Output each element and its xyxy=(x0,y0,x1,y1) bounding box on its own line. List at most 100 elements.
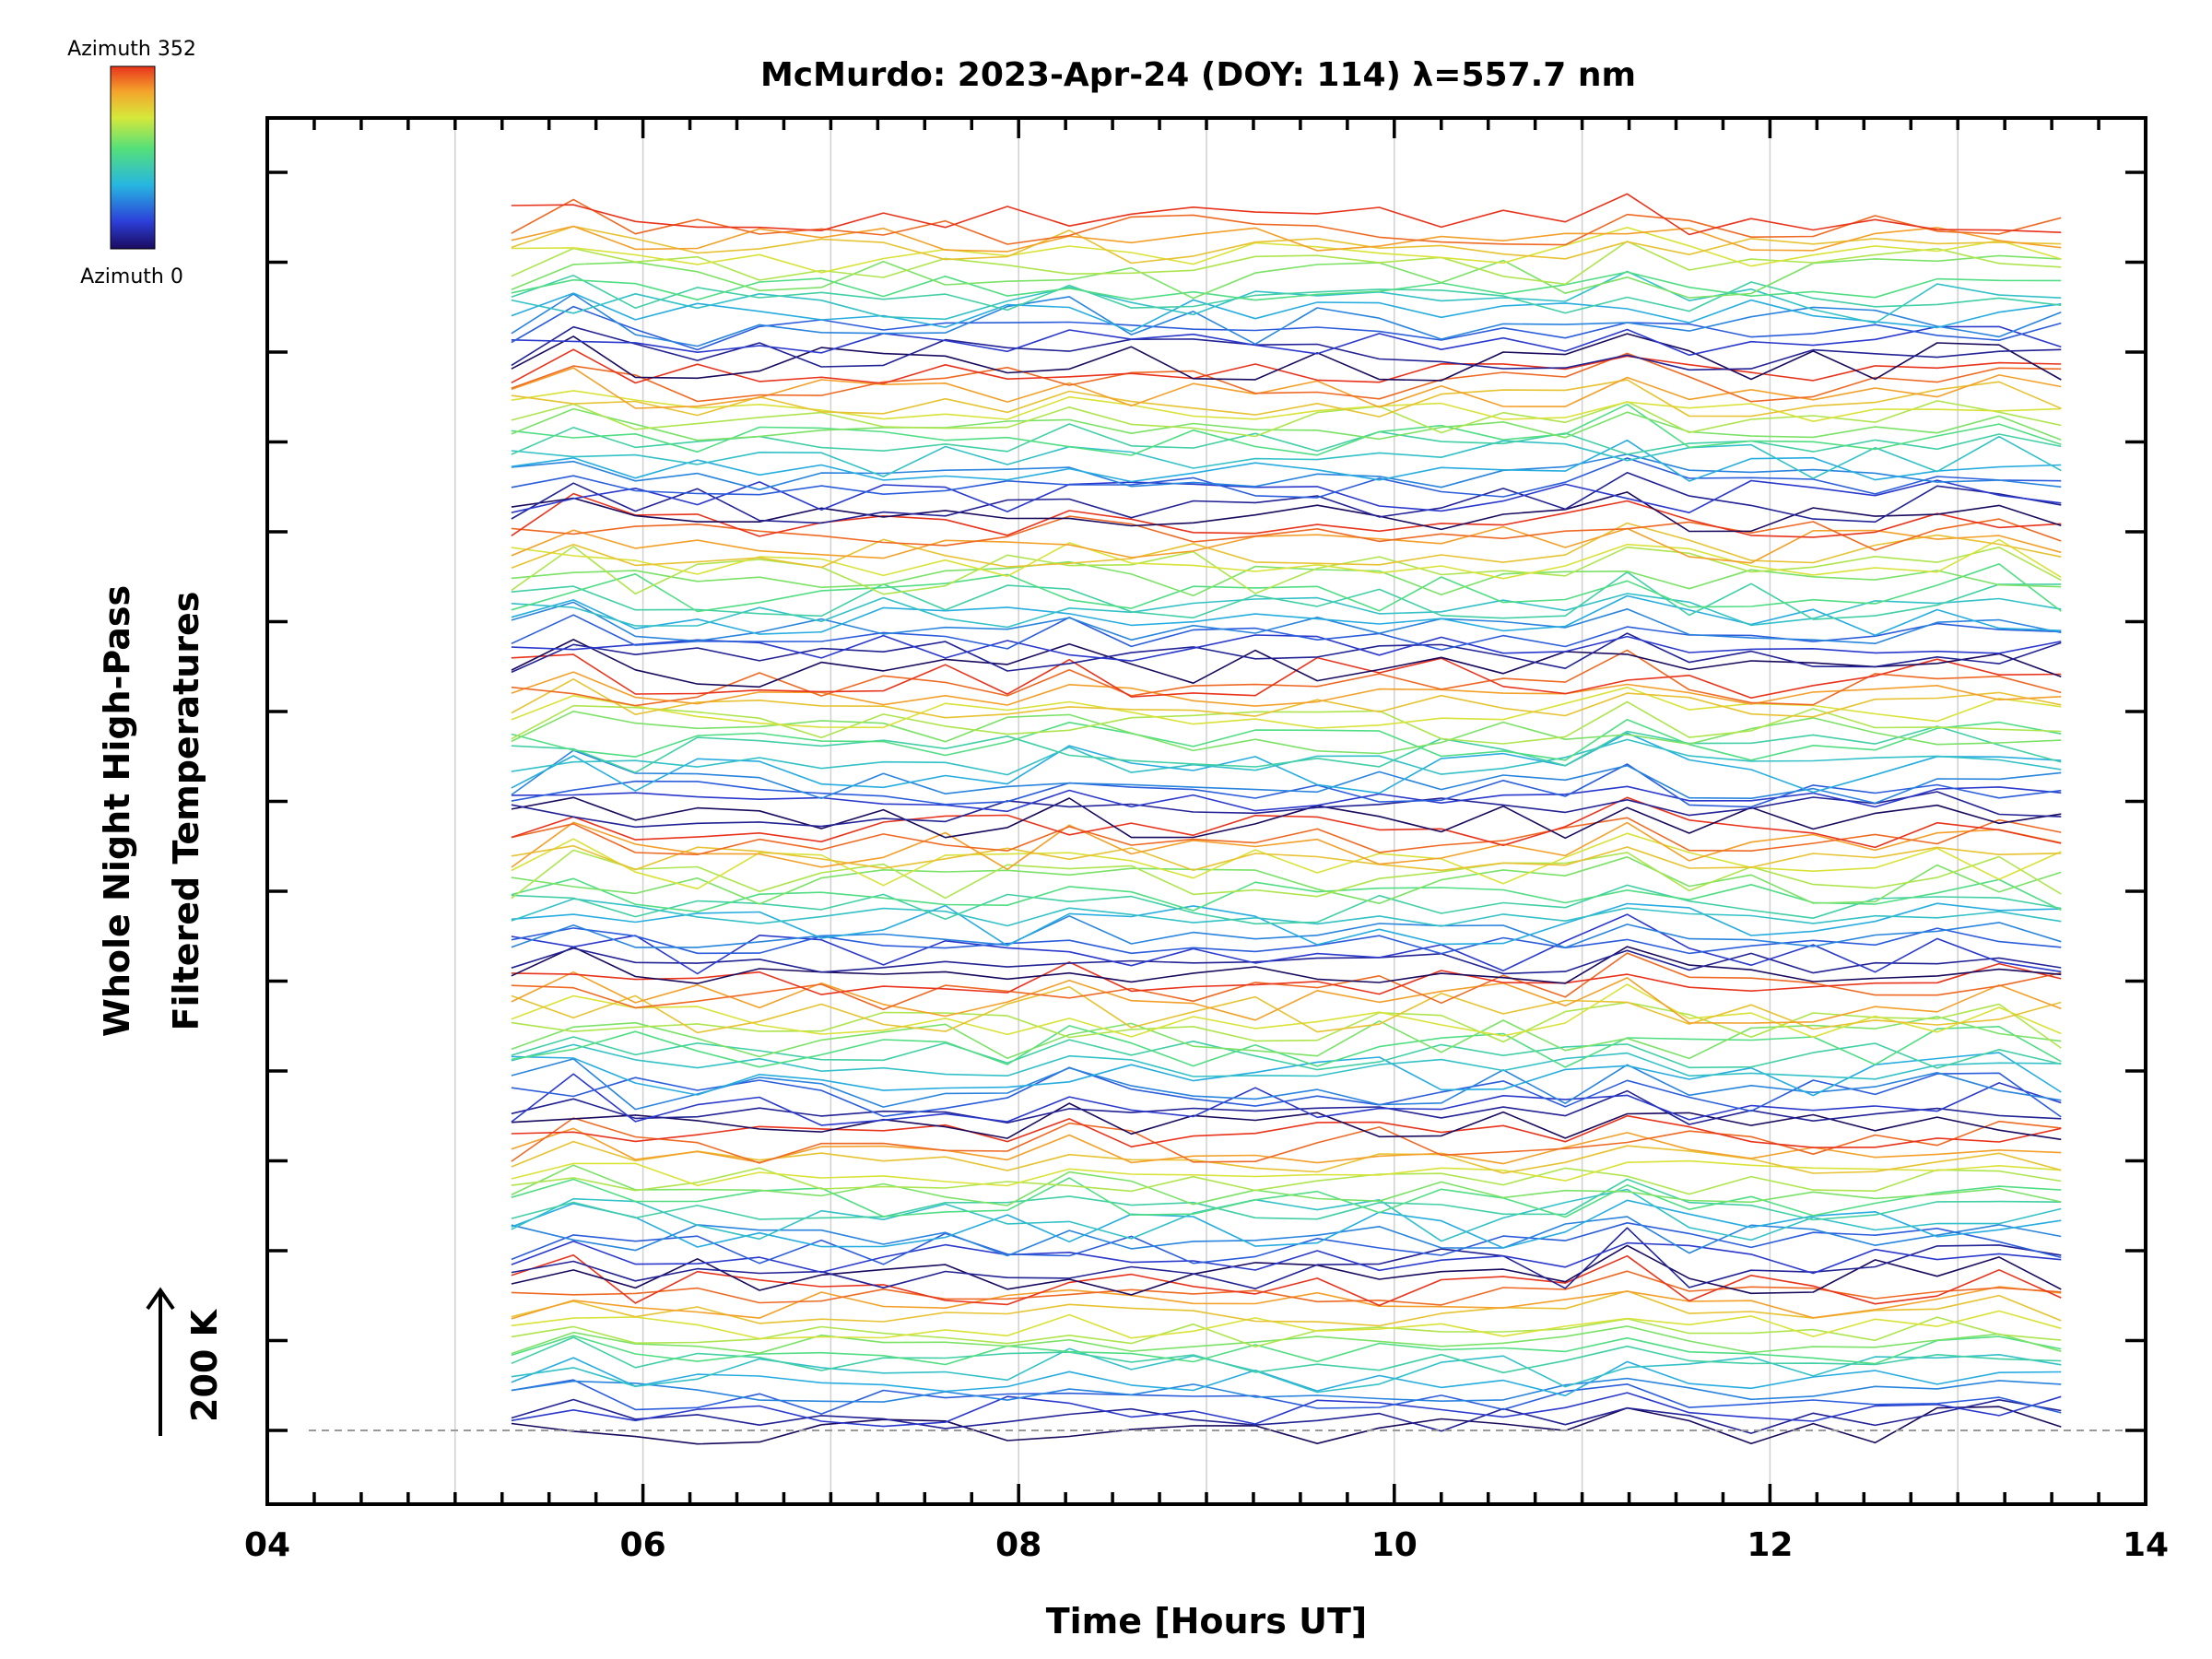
axis-ticks xyxy=(265,118,2147,1504)
data-trace xyxy=(511,884,2062,925)
data-trace xyxy=(511,193,2062,236)
data-trace xyxy=(511,614,2062,651)
data-trace xyxy=(511,1016,2062,1060)
data-trace xyxy=(511,198,2062,246)
data-trace xyxy=(511,971,2062,1024)
data-trace xyxy=(511,849,2062,900)
data-trace xyxy=(511,1025,2062,1068)
data-trace xyxy=(511,1089,2062,1125)
colorbar-top-label: Azimuth 352 xyxy=(67,38,196,61)
data-trace xyxy=(511,274,2062,314)
data-trace xyxy=(511,403,2062,456)
data-trace xyxy=(511,1286,2062,1320)
data-trace xyxy=(511,271,2062,301)
data-trace xyxy=(511,785,2062,813)
data-trace xyxy=(511,471,2062,524)
data-trace xyxy=(511,1227,2062,1289)
data-trace xyxy=(511,653,2062,700)
data-trace xyxy=(511,1043,2062,1080)
data-trace xyxy=(511,913,2062,975)
data-trace xyxy=(511,821,2062,871)
data-trace xyxy=(511,423,2062,455)
data-trace xyxy=(511,671,2062,707)
data-trace xyxy=(511,560,2062,597)
data-trace xyxy=(511,292,2062,333)
data-trace xyxy=(511,791,2062,829)
data-trace xyxy=(511,1335,2062,1366)
data-trace xyxy=(511,571,2062,620)
data-trace xyxy=(511,515,2062,551)
data-trace xyxy=(511,400,2062,438)
x-tick-label: 14 xyxy=(2123,1526,2169,1564)
data-trace xyxy=(511,927,2062,955)
data-trace xyxy=(511,796,2062,840)
data-trace xyxy=(511,390,2062,423)
data-trace xyxy=(511,649,2062,707)
x-tick-label: 08 xyxy=(995,1526,1041,1564)
data-trace xyxy=(511,634,2062,662)
colorbar-bottom-label: Azimuth 0 xyxy=(80,265,183,288)
data-trace xyxy=(511,1254,2062,1307)
data-trace xyxy=(511,348,2062,384)
data-trace xyxy=(511,732,2062,794)
data-trace xyxy=(511,601,2062,645)
x-tick-label: 04 xyxy=(244,1526,290,1564)
data-trace xyxy=(511,700,2062,745)
data-trace xyxy=(511,1001,2062,1049)
data-trace xyxy=(511,491,2062,533)
data-trace xyxy=(511,961,2062,995)
data-trace xyxy=(511,1102,2062,1141)
data-trace xyxy=(511,407,2062,441)
data-trace xyxy=(511,453,2062,491)
data-trace xyxy=(511,985,2062,1034)
data-trace xyxy=(511,677,2062,719)
data-trace xyxy=(511,525,2062,564)
data-trace xyxy=(511,1159,2062,1187)
data-trace xyxy=(511,1406,2062,1445)
data-trace xyxy=(511,1036,2062,1071)
data-trace xyxy=(511,1117,2062,1164)
chart-title: McMurdo: 2023-Apr-24 (DOY: 114) λ=557.7 … xyxy=(760,56,1636,94)
data-trace xyxy=(511,1379,2062,1415)
data-trace xyxy=(511,710,2062,755)
data-trace xyxy=(511,1310,2062,1340)
data-trace xyxy=(511,1289,2062,1327)
y-axis-label-line2: Filtered Temperatures xyxy=(166,592,206,1031)
data-trace xyxy=(511,352,2062,403)
data-trace xyxy=(511,435,2062,479)
data-trace xyxy=(511,1114,2062,1148)
data-trace xyxy=(511,952,2062,1010)
data-trace xyxy=(511,522,2062,570)
data-trace xyxy=(511,725,2062,774)
x-tick-label: 12 xyxy=(1747,1526,1793,1564)
data-trace xyxy=(511,1398,2062,1434)
data-trace xyxy=(511,227,2062,274)
data-trace xyxy=(511,1357,2062,1397)
data-trace xyxy=(511,947,2062,975)
data-trace xyxy=(511,457,2062,499)
y-axis-label-line1: Whole Night High-Pass xyxy=(97,585,137,1037)
data-trace xyxy=(511,325,2062,371)
data-trace xyxy=(511,1177,2062,1218)
data-trace xyxy=(511,439,2062,483)
data-trace xyxy=(511,983,2062,1039)
data-traces xyxy=(511,193,2062,1445)
data-trace xyxy=(511,492,2062,538)
data-trace xyxy=(511,796,2062,849)
data-trace xyxy=(511,1073,2062,1126)
data-trace xyxy=(511,877,2062,913)
colorbar: Azimuth 352 Azimuth 0 xyxy=(67,38,196,288)
data-trace xyxy=(511,325,2062,357)
data-trace xyxy=(511,241,2062,286)
data-trace xyxy=(511,914,2062,948)
data-trace xyxy=(511,855,2062,905)
data-trace xyxy=(511,898,2062,927)
data-trace xyxy=(511,563,2062,613)
data-trace xyxy=(511,718,2062,761)
colorbar-gradient xyxy=(110,65,156,250)
data-trace xyxy=(511,1316,2062,1347)
scale-indicator: 200 K xyxy=(146,1287,225,1436)
data-trace xyxy=(511,1377,2062,1403)
data-trace xyxy=(511,379,2062,418)
